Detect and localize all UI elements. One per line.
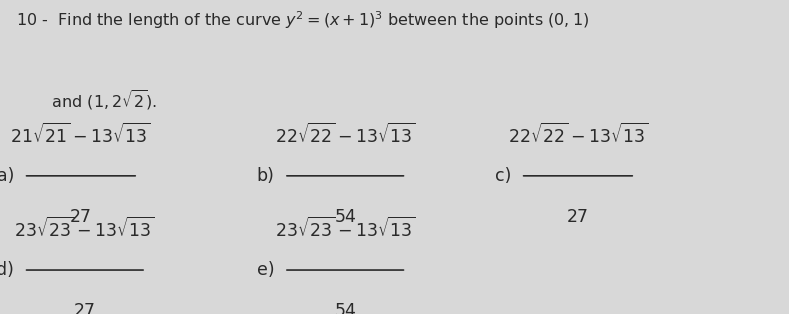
Text: 54: 54 [335,208,356,226]
Text: e): e) [257,261,275,279]
Text: b): b) [256,167,275,185]
Text: $23\sqrt{23} - 13\sqrt{13}$: $23\sqrt{23} - 13\sqrt{13}$ [14,217,155,241]
Text: d): d) [0,261,14,279]
Text: c): c) [495,167,511,185]
Text: a): a) [0,167,14,185]
Text: 27: 27 [74,302,95,314]
Text: 27: 27 [567,208,589,226]
Text: $22\sqrt{22} - 13\sqrt{13}$: $22\sqrt{22} - 13\sqrt{13}$ [275,123,416,147]
Text: and $(1, 2\sqrt{2})$.: and $(1, 2\sqrt{2})$. [16,88,157,112]
Text: 27: 27 [70,208,92,226]
Text: 54: 54 [335,302,356,314]
Text: 10 -  Find the length of the curve $y^2 = (x + 1)^3$ between the points $(0,1)$: 10 - Find the length of the curve $y^2 =… [16,9,589,31]
Text: $23\sqrt{23} - 13\sqrt{13}$: $23\sqrt{23} - 13\sqrt{13}$ [275,217,416,241]
Text: $22\sqrt{22} - 13\sqrt{13}$: $22\sqrt{22} - 13\sqrt{13}$ [507,123,649,147]
Text: $21\sqrt{21} - 13\sqrt{13}$: $21\sqrt{21} - 13\sqrt{13}$ [10,123,151,147]
